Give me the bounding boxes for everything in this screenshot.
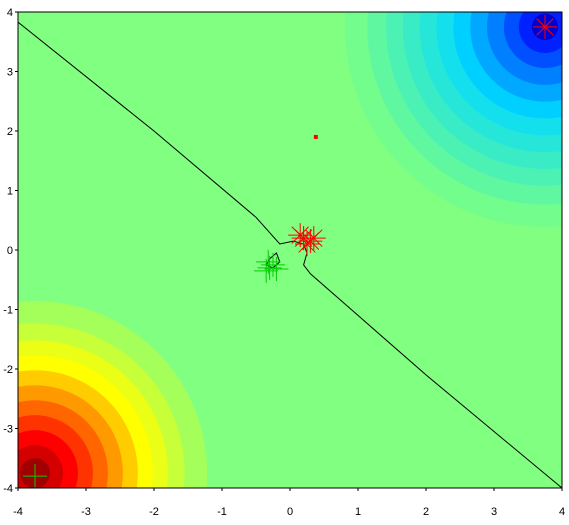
- y-tick-label: 0: [7, 245, 13, 257]
- minimum-marker: [295, 232, 319, 257]
- x-tick-label: -2: [149, 506, 159, 518]
- x-axis-ticks: -4 -3 -2 -1 0 1 2 3 4: [13, 488, 565, 518]
- x-tick-label: 1: [355, 506, 361, 518]
- y-tick-label: -4: [3, 483, 13, 495]
- maximum-marker: [23, 464, 47, 488]
- maximum-marker: [257, 255, 282, 280]
- maximum-marker: [256, 249, 281, 274]
- y-axis-ticks: 4 3 2 1 0 -1 -2 -3 -4: [3, 7, 18, 495]
- maximum-marker: [254, 258, 279, 283]
- markers: [23, 14, 557, 488]
- minimum-marker: [533, 14, 557, 39]
- y-tick-label: 2: [7, 126, 13, 138]
- y-tick-label: 4: [7, 7, 13, 19]
- x-tick-label: -4: [13, 506, 23, 518]
- y-tick-label: 1: [7, 186, 13, 198]
- marker-stroke: [305, 229, 323, 247]
- y-tick-label: -3: [3, 424, 13, 436]
- minimum-marker: [301, 226, 326, 251]
- y-tick-label: -1: [3, 305, 13, 317]
- maximum-marker: [261, 252, 285, 277]
- x-tick-label: -3: [81, 506, 91, 518]
- x-tick-label: 0: [287, 506, 293, 518]
- x-tick-label: 2: [423, 506, 429, 518]
- marker-stroke: [536, 18, 554, 36]
- x-tick-label: 3: [491, 506, 497, 518]
- x-tick-label: 4: [559, 506, 565, 518]
- x-tick-label: -1: [217, 506, 227, 518]
- y-tick-label: 3: [7, 67, 13, 79]
- y-tick-label: -2: [3, 364, 13, 376]
- point-marker: [313, 134, 318, 139]
